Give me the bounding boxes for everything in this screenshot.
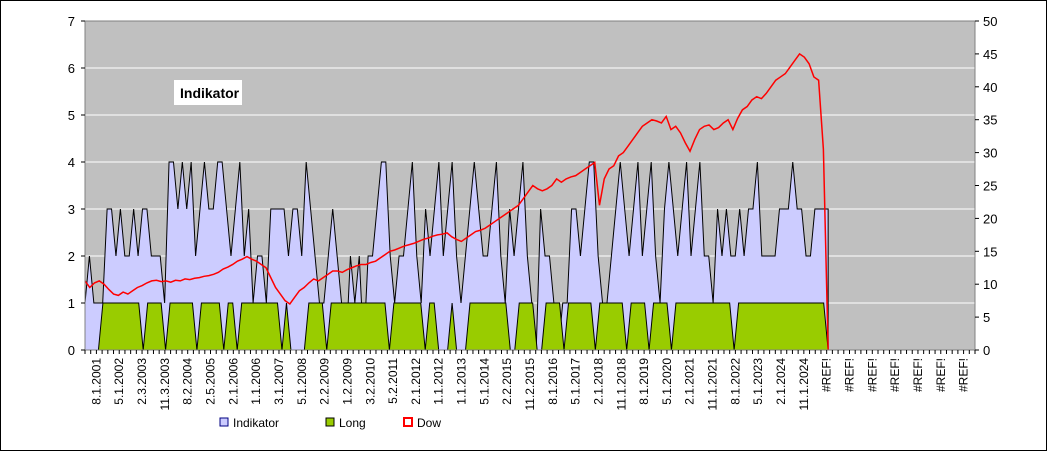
y-left-tick-label: 0: [68, 343, 75, 358]
y-left-tick-label: 3: [68, 202, 75, 217]
x-tick-label: 2.2.2015: [500, 358, 514, 405]
x-tick-label: 3.1.2007: [272, 358, 286, 405]
x-tick-label: 2.1.2024: [774, 358, 788, 405]
y-left-tick-label: 1: [68, 296, 75, 311]
x-tick-label: 5.1.2017: [569, 358, 583, 405]
y-left-tick-label: 2: [68, 249, 75, 264]
y-left-tick-label: 5: [68, 108, 75, 123]
y-right-tick-label: 15: [983, 244, 997, 259]
x-tick-label: #REF!: [957, 358, 971, 392]
x-tick-label: 5.1.2008: [295, 358, 309, 405]
annotation-box: [174, 80, 242, 105]
x-tick-label: 2.2.2009: [318, 358, 332, 405]
x-tick-label: #REF!: [865, 358, 879, 392]
legend-item-indikator: Indikator: [219, 416, 279, 430]
y-right-tick-label: 0: [983, 343, 990, 358]
series-layer: [84, 52, 829, 351]
legend-item-dow: Dow: [403, 416, 441, 430]
x-tick-label: 1.2.2009: [340, 358, 354, 405]
x-tick-label: #REF!: [888, 358, 902, 392]
y-left-tick-label: 6: [68, 61, 75, 76]
x-tick-label: 3.2.2010: [363, 358, 377, 405]
x-tick-label: 8.1.2019: [637, 358, 651, 405]
x-tick-label: 11.1.2021: [706, 358, 720, 411]
x-tick-label: 8.1.2001: [89, 358, 103, 405]
x-tick-label: 2.1.2006: [226, 358, 240, 405]
series-dow: [84, 52, 829, 351]
x-tick-label: 5.1.2002: [112, 358, 126, 405]
y-right-tick-label: 40: [983, 80, 997, 95]
y-right-tick-label: 30: [983, 146, 997, 161]
y-left-tick-label: 7: [68, 14, 75, 29]
y-right-tick-label: 50: [983, 14, 997, 29]
legend-item-long: Long: [325, 416, 366, 430]
x-tick-label: 2.1.2012: [409, 358, 423, 405]
y-right-tick-label: 20: [983, 211, 997, 226]
x-tick-label: 1.1.2013: [455, 358, 469, 405]
legend-label: Indikator: [233, 416, 279, 430]
legend-swatch: [219, 417, 229, 427]
x-tick-label: #REF!: [842, 358, 856, 392]
x-tick-label: #REF!: [934, 358, 948, 392]
x-tick-label: 2.1.2021: [683, 358, 697, 405]
x-tick-label: 1.1.2012: [432, 358, 446, 405]
x-tick-label: 8.1.2022: [728, 358, 742, 405]
legend-swatch: [325, 417, 335, 427]
x-tick-label: 2.3.2003: [135, 358, 149, 405]
x-tick-label: 5.2.2011: [386, 358, 400, 404]
x-tick-label: 11.1.2024: [797, 358, 811, 411]
x-tick-label: #REF!: [911, 358, 925, 392]
y-left-tick-label: 4: [68, 155, 75, 170]
y-right-tick-label: 10: [983, 277, 997, 292]
x-tick-label: 5.1.2020: [660, 358, 674, 405]
x-tick-label: 11.2.2015: [523, 358, 537, 411]
legend-label: Dow: [417, 416, 441, 430]
legend-swatch: [403, 417, 413, 427]
y-right-tick-label: 5: [983, 310, 990, 325]
y-right-tick-label: 35: [983, 113, 997, 128]
x-tick-label: 2.1.2018: [591, 358, 605, 405]
x-tick-label: 8.1.2016: [546, 358, 560, 405]
annotation-label: Indikator: [180, 85, 240, 101]
x-tick-label: #REF!: [820, 358, 834, 392]
legend-label: Long: [339, 416, 366, 430]
legend: Indikator Long Dow: [219, 416, 441, 430]
x-tick-label: 5.1.2014: [477, 358, 491, 405]
y-right-tick-label: 25: [983, 179, 997, 194]
x-tick-label: 5.1.2023: [751, 358, 765, 405]
y-right-tick-label: 45: [983, 47, 997, 62]
x-tick-label: 11.1.2018: [614, 358, 628, 411]
annotation: Indikator: [174, 80, 242, 105]
x-tick-label: 1.1.2006: [249, 358, 263, 405]
x-tick-label: 11.3.2003: [158, 358, 172, 411]
x-tick-label: 2.5.2005: [204, 358, 218, 405]
x-tick-label: 8.2.2004: [181, 358, 195, 405]
